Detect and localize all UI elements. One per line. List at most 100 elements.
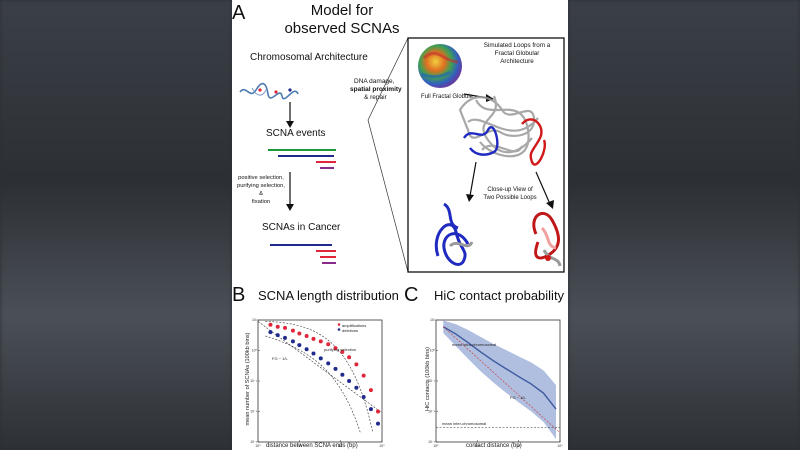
amplification-point xyxy=(275,324,280,329)
amplification-point xyxy=(311,336,316,341)
annotation-inter: mean inter-chromosomal xyxy=(442,421,487,426)
arrow2-line3: & xyxy=(259,191,263,197)
arrow2-line4: fixation xyxy=(251,199,271,205)
deletion-point xyxy=(354,385,359,390)
chart-b-ytick-label: 10⁰ xyxy=(252,349,258,353)
deletion-point xyxy=(333,366,338,371)
amplification-point xyxy=(368,388,373,393)
inset-title-line3: Architecture xyxy=(500,58,534,65)
legend-deletions-marker xyxy=(337,328,341,331)
panel-a-letter: A xyxy=(232,2,246,24)
closeup-line1: Close-up View of xyxy=(487,187,533,193)
chart-c-ytick-label: 10⁻² xyxy=(428,410,436,414)
chromatin-mark-1 xyxy=(258,88,262,92)
chart-b-ytick-label: 10⁻² xyxy=(250,410,258,414)
deletion-point xyxy=(275,333,280,338)
backdrop-left xyxy=(0,0,232,450)
amplification-point xyxy=(347,355,352,360)
amplification-point xyxy=(268,322,273,327)
deletion-point xyxy=(326,361,331,366)
panel-a-drawing: 10⁵ 10⁶ 10⁷ 10⁸ 10⁻³ 10⁻² 10⁻¹ 10⁰ 10¹ 10⁵ 10⁶ 10⁷… xyxy=(239,37,565,448)
panel-b-title: SCNA length distribution xyxy=(258,288,399,303)
closeup-line2: Two Possible Loops xyxy=(483,195,537,201)
blue-loop xyxy=(463,126,499,156)
deletion-point xyxy=(375,421,380,426)
chart-b-xtick-label: 10⁸ xyxy=(379,444,385,448)
deletion-point xyxy=(311,351,316,356)
chart-b-ytick-label: 10¹ xyxy=(252,318,258,322)
legend-amplifications-marker xyxy=(337,323,341,326)
amplification-point xyxy=(297,331,302,336)
deletion-point xyxy=(318,356,323,361)
scna-events-label: SCNA events xyxy=(266,128,326,139)
deletion-point xyxy=(290,339,295,344)
amplification-point xyxy=(318,339,323,344)
annotation-intra: mean intra-chromosomal xyxy=(452,342,497,347)
inset-title: Simulated Loops from a Fractal Globular … xyxy=(470,42,564,66)
deletion-point xyxy=(347,379,352,383)
panel-b-ylabel: mean number of SCNAs (100kb bins) xyxy=(245,332,251,426)
backdrop-right xyxy=(568,0,800,450)
panel-b-frame xyxy=(257,319,383,443)
arrow1-line3: & repair xyxy=(364,94,387,101)
amplification-point xyxy=(282,325,287,330)
fractal-globule-sphere xyxy=(418,44,462,88)
closeup-red-loop xyxy=(532,212,562,267)
panel-c-plot: 10⁵ 10⁶ 10⁷ 10⁸ 10⁻³ 10⁻² 10⁻¹ 10⁰ 10¹ xyxy=(428,318,563,448)
amplification-point xyxy=(354,362,359,367)
amplification-point xyxy=(333,346,338,351)
panel-a-title-line1: Model for xyxy=(310,2,374,19)
chart-c-xtick-label: 10⁸ xyxy=(557,444,563,448)
chromatin-loop xyxy=(251,87,267,96)
legend-deletions: deletions xyxy=(342,328,359,333)
chromatin-strand xyxy=(239,82,299,100)
deletion-point xyxy=(340,372,345,377)
closeup-blue-loop xyxy=(434,202,474,266)
panel-a-title: Model for observed SCNAs xyxy=(282,2,402,38)
amplification-point xyxy=(290,328,295,333)
hic-line xyxy=(442,326,557,410)
chromatin-mark-2 xyxy=(274,90,278,94)
chart-c-ytick-label: 10⁻³ xyxy=(428,440,436,444)
amplification-point xyxy=(326,342,331,347)
annotation-fit-b: FG ~ 1/L xyxy=(272,356,288,361)
connector-bottom xyxy=(367,119,409,273)
chart-b-xtick-label: 10⁷ xyxy=(338,444,344,448)
panel-b-plot: 10⁵ 10⁶ 10⁷ 10⁸ 10⁻³ 10⁻² 10⁻¹ 10⁰ 10¹ xyxy=(250,318,385,448)
deletion-point xyxy=(282,335,287,340)
hic-band xyxy=(443,320,556,440)
arrow2-text: positive selection, purifying selection,… xyxy=(236,174,286,206)
arrow1-line1: DNA damage, xyxy=(354,78,395,85)
deletion-point xyxy=(368,407,373,412)
hic-fit-line xyxy=(443,326,561,434)
chart-b-xtick-label: 10⁵ xyxy=(255,444,261,448)
figure-canvas: A Model for observed SCNAs Chromosomal A… xyxy=(232,0,568,450)
annotation-purifying: purifying selection xyxy=(324,347,357,352)
closeup-label: Close-up View of Two Possible Loops xyxy=(478,186,542,202)
arrow-1-head xyxy=(286,121,294,128)
panel-c-xlabel: contact distance (bp) xyxy=(466,443,522,449)
amplification-point xyxy=(340,349,345,354)
chart-b-ytick-label: 10⁻³ xyxy=(250,440,258,444)
arrow-2-head xyxy=(286,204,294,211)
arrow1-line2: spatial proximity xyxy=(350,86,402,93)
chart-b-ytick-label: 10⁻¹ xyxy=(250,379,258,383)
deletion-point xyxy=(297,343,302,348)
panel-c-ylabel: HiC contacts (100kb bins) xyxy=(425,346,431,412)
amplification-point xyxy=(304,333,309,338)
full-globule-label: Full Fractal Globule xyxy=(420,94,474,100)
amplification-point xyxy=(361,373,366,378)
panel-c-letter: C xyxy=(404,284,419,306)
scnas-in-cancer-label: SCNAs in Cancer xyxy=(262,222,341,233)
red-loop xyxy=(521,118,546,166)
chart-c-ytick-label: 10⁰ xyxy=(430,349,436,353)
connector-top xyxy=(367,37,409,121)
chart-c-xtick-label: 10⁵ xyxy=(433,444,439,448)
arrow1-text: DNA damage, spatial proximity & repair xyxy=(350,78,410,102)
deletion-point xyxy=(361,394,366,399)
chart-b-xtick-label: 10⁶ xyxy=(297,444,303,448)
legend-amplifications: amplifications xyxy=(342,323,367,328)
panel-c-title: HiC contact probability xyxy=(434,288,565,303)
chromosomal-architecture-label: Chromosomal Architecture xyxy=(250,52,368,63)
amplification-point xyxy=(375,409,380,414)
